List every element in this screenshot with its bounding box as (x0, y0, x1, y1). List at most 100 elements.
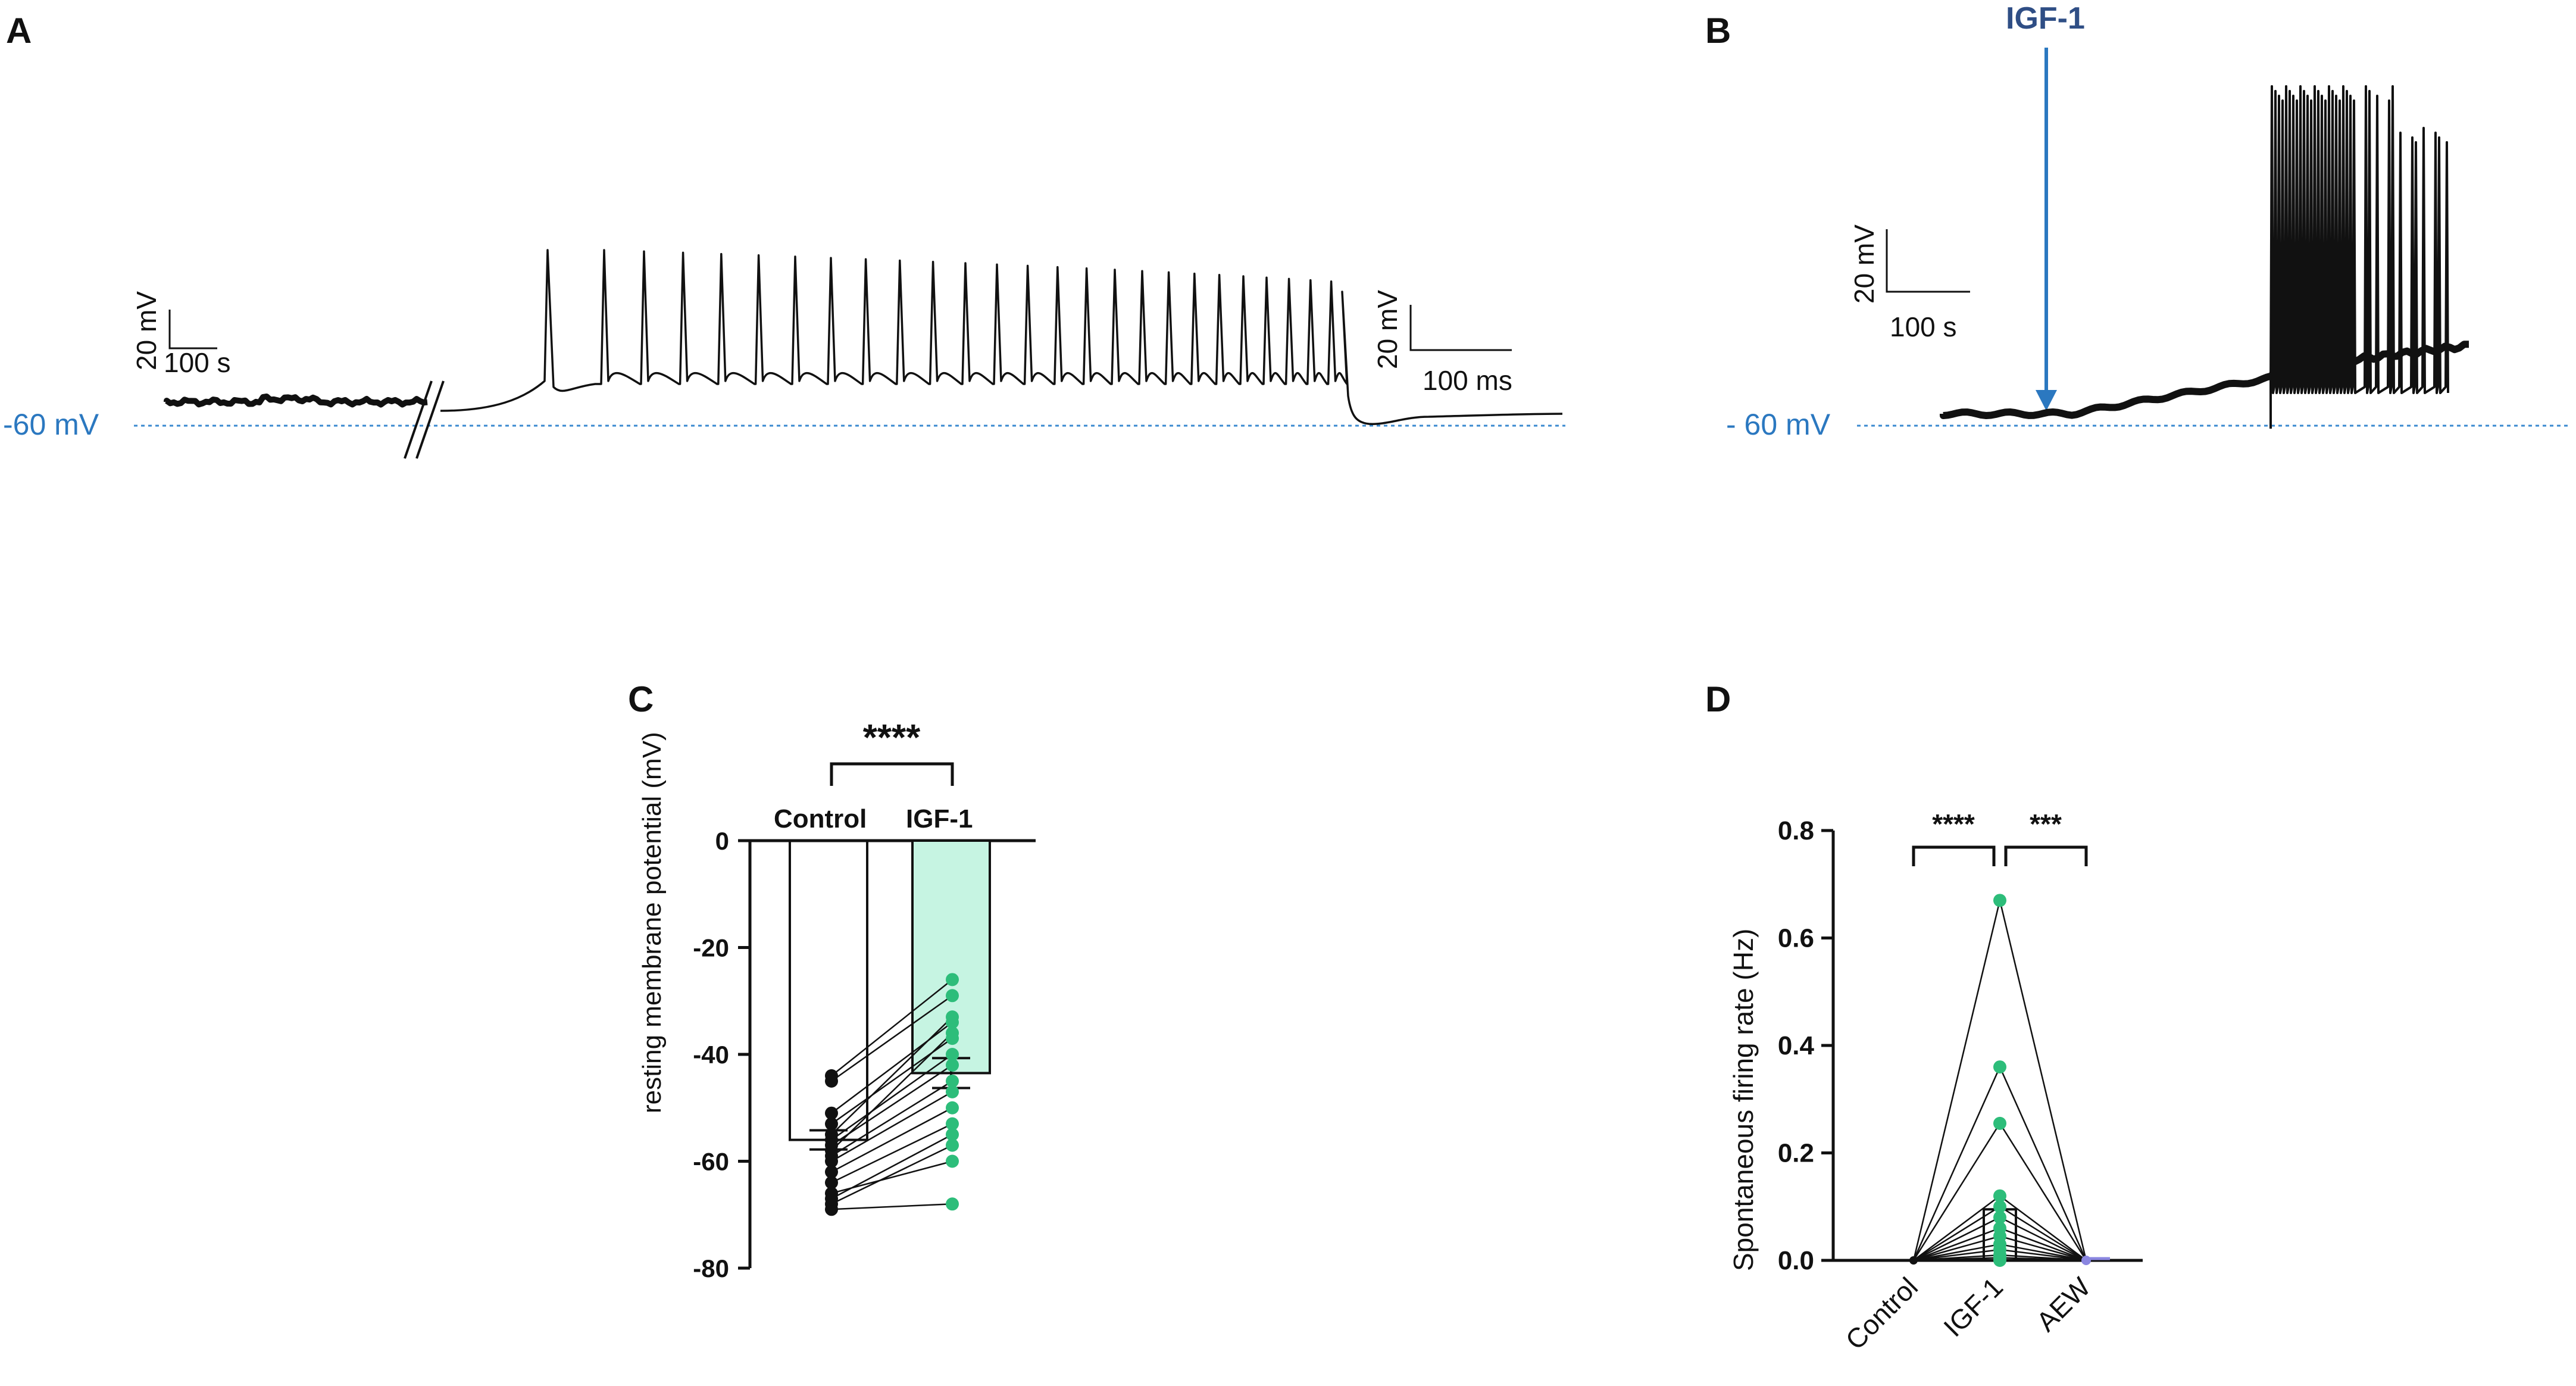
panel-c: C resting membrane potential (mV) 0 -20 -4… (628, 679, 1036, 1282)
c-tick-label: -80 (693, 1254, 729, 1282)
c-significance-stars: **** (863, 717, 921, 758)
d-pair-line-right (1999, 900, 2087, 1261)
d-tick-label: 0.8 (1778, 816, 1814, 845)
c-data-points (825, 973, 959, 1216)
d-pair-line-left (1913, 1235, 2000, 1262)
d-category-igf1: IGF-1 (1937, 1271, 2009, 1343)
d-y-ticks: 0.0 0.2 0.4 0.6 0.8 (1778, 816, 1833, 1275)
drug-label: IGF-1 (2006, 1, 2085, 36)
c-category-igf1: IGF-1 (906, 804, 973, 834)
c-tick-label: -60 (693, 1148, 729, 1176)
d-data-points (1909, 894, 2091, 1267)
d-pair-line-right (1999, 1235, 2087, 1262)
panel-b-scalebar-v: 20 mV (1849, 224, 1880, 304)
c-point-igf1 (946, 989, 959, 1003)
c-pair-line (831, 1123, 953, 1184)
d-category-control: Control (1839, 1271, 1924, 1356)
c-point-control (825, 1074, 838, 1088)
c-point-igf1 (946, 1058, 959, 1072)
d-bracket-1 (1912, 845, 1996, 866)
c-point-igf1 (946, 1048, 959, 1061)
c-tick-label: -40 (693, 1041, 729, 1069)
d-point-igf1 (1993, 1254, 2006, 1267)
panel-d-letter: D (1705, 679, 1731, 719)
c-pair-line (831, 1091, 953, 1162)
d-tick-label: 0.0 (1778, 1246, 1814, 1275)
d-point-igf1 (1993, 1060, 2006, 1074)
panel-b-scalebar (1886, 229, 1970, 293)
d-significance-2: *** (2030, 808, 2062, 839)
panel-a-spike-trace (440, 249, 1563, 425)
panel-b-trace-spikes (2269, 85, 2449, 429)
panel-a-scalebar-left (168, 310, 217, 349)
c-tick-label: -20 (693, 934, 729, 962)
d-pair-line-left (1913, 1195, 2000, 1262)
panel-b-baseline-label: - 60 mV (1726, 408, 1831, 441)
panel-a-slow-trace (164, 394, 428, 408)
d-pair-line-left (1913, 1243, 2000, 1262)
panel-b-scalebar-t: 100 s (1890, 311, 1957, 342)
c-point-igf1 (946, 1074, 959, 1088)
panel-a: A -60 mV 20 mV 100 s 20 mV 100 ms (3, 11, 1565, 459)
d-point-control (1909, 1256, 1918, 1265)
d-pair-line-left (1913, 1216, 2000, 1262)
d-pair-line-left (1913, 1227, 2000, 1262)
d-pair-line-right (1999, 1123, 2087, 1261)
d-pair-line-right (1999, 1066, 2087, 1261)
d-point-aew (2081, 1256, 2091, 1265)
c-significance-bracket (830, 762, 954, 786)
c-y-axis-label: resting membrane potential (mV) (637, 732, 667, 1113)
c-point-control (825, 1154, 838, 1168)
c-point-igf1 (946, 1154, 959, 1168)
c-point-igf1 (946, 1026, 959, 1040)
d-pair-line-right (1999, 1195, 2087, 1262)
d-category-aew: AEW (2030, 1271, 2096, 1337)
c-category-control: Control (774, 804, 867, 834)
c-point-igf1 (946, 1010, 959, 1024)
c-point-igf1 (946, 1117, 959, 1131)
d-pair-line-left (1912, 900, 2001, 1261)
c-pair-line (831, 1053, 953, 1141)
panel-a-scalebar-left-v: 20 mV (131, 291, 162, 370)
d-pair-line-left (1913, 1248, 2000, 1262)
d-bracket-2 (2004, 845, 2088, 866)
c-point-control (825, 1203, 838, 1216)
d-tick-label: 0.2 (1778, 1139, 1814, 1168)
d-paired-lines (1912, 900, 2087, 1262)
d-point-igf1 (1993, 1116, 2006, 1130)
panel-a-letter: A (6, 11, 32, 51)
c-point-control (825, 1117, 838, 1131)
c-point-igf1 (946, 973, 959, 987)
d-y-axis-label: Spontaneous firing rate (Hz) (1728, 929, 1759, 1271)
d-significance-1: **** (1932, 808, 1975, 839)
c-pair-line (831, 1144, 953, 1205)
c-point-igf1 (946, 1138, 959, 1152)
d-pair-line-right (1999, 1227, 2087, 1262)
d-point-igf1 (1993, 894, 2006, 907)
panel-a-baseline-label: -60 mV (3, 408, 99, 441)
panel-a-break-mark-1 (404, 380, 433, 459)
panel-a-scalebar-right (1409, 305, 1512, 351)
panel-b-trace-baseline (1940, 341, 2469, 419)
d-point-igf1 (1993, 1200, 2006, 1213)
c-point-igf1 (946, 1197, 959, 1211)
panel-b-letter: B (1705, 11, 1731, 51)
d-pair-line-right (1999, 1216, 2087, 1262)
c-point-control (825, 1192, 838, 1206)
panel-a-break-mark-2 (415, 380, 445, 459)
c-pair-line (831, 1032, 953, 1151)
c-point-control (825, 1176, 838, 1190)
d-pair-line-left (1912, 1066, 2001, 1261)
c-point-igf1 (946, 1085, 959, 1098)
c-pair-line (831, 1016, 953, 1135)
c-y-ticks: 0 -20 -40 -60 -80 (693, 827, 750, 1282)
c-pair-line (831, 995, 953, 1082)
c-point-control (825, 1165, 838, 1179)
c-pair-line (831, 979, 953, 1076)
d-point-igf1 (1993, 1210, 2006, 1224)
panel-a-scalebar-right-t: 100 ms (1423, 365, 1512, 396)
c-paired-lines (831, 979, 953, 1210)
d-tick-label: 0.6 (1778, 924, 1814, 953)
d-point-igf1 (1993, 1189, 2006, 1203)
